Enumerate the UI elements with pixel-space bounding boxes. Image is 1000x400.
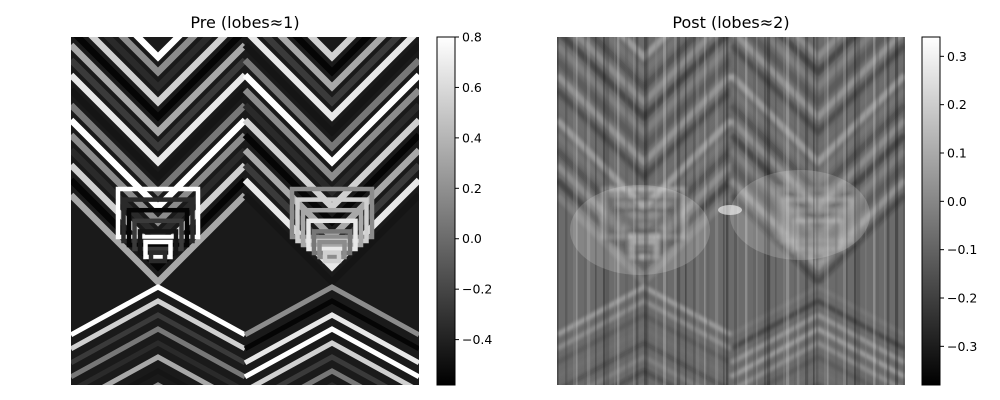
colorbar-tick-label: 0.2 [462,181,482,196]
colorbar-post-gradient [921,36,941,386]
heatmap-pre-panel: Pre (lobes≈1) [71,13,419,385]
heatmap-post-title: Post (lobes≈2) [672,13,789,32]
colorbar-tick-label: 0.6 [462,80,482,95]
colorbar-tick-label: −0.4 [462,332,492,347]
colorbar-tick-label: 0.1 [947,146,967,161]
colorbar-tick-label: −0.1 [947,242,977,257]
colorbar-tick-label: 0.4 [462,130,482,145]
colorbar-tick-label: −0.2 [462,282,492,297]
colorbar-tick-label: 0.0 [947,194,967,209]
heatmap-pre-title: Pre (lobes≈1) [190,13,299,32]
colorbar-tick-label: 0.0 [462,231,482,246]
colorbar-post: 0.3 0.2 0.1 0.0 −0.1 −0.2 −0.3 [921,36,977,386]
heatmap-pre-image [71,37,419,385]
colorbar-pre: 0.8 0.6 0.4 0.2 0.0 −0.2 −0.4 [436,30,492,386]
colorbar-tick-label: −0.2 [947,291,977,306]
colorbar-tick-label: 0.8 [462,30,482,45]
colorbar-tick-label: 0.2 [947,97,967,112]
colorbar-tick-label: −0.3 [947,339,977,354]
heatmap-post-image [557,37,905,385]
colorbar-tick-label: 0.3 [947,49,967,64]
heatmap-post-panel: Post (lobes≈2) [557,13,905,385]
colorbar-pre-gradient [436,36,456,386]
